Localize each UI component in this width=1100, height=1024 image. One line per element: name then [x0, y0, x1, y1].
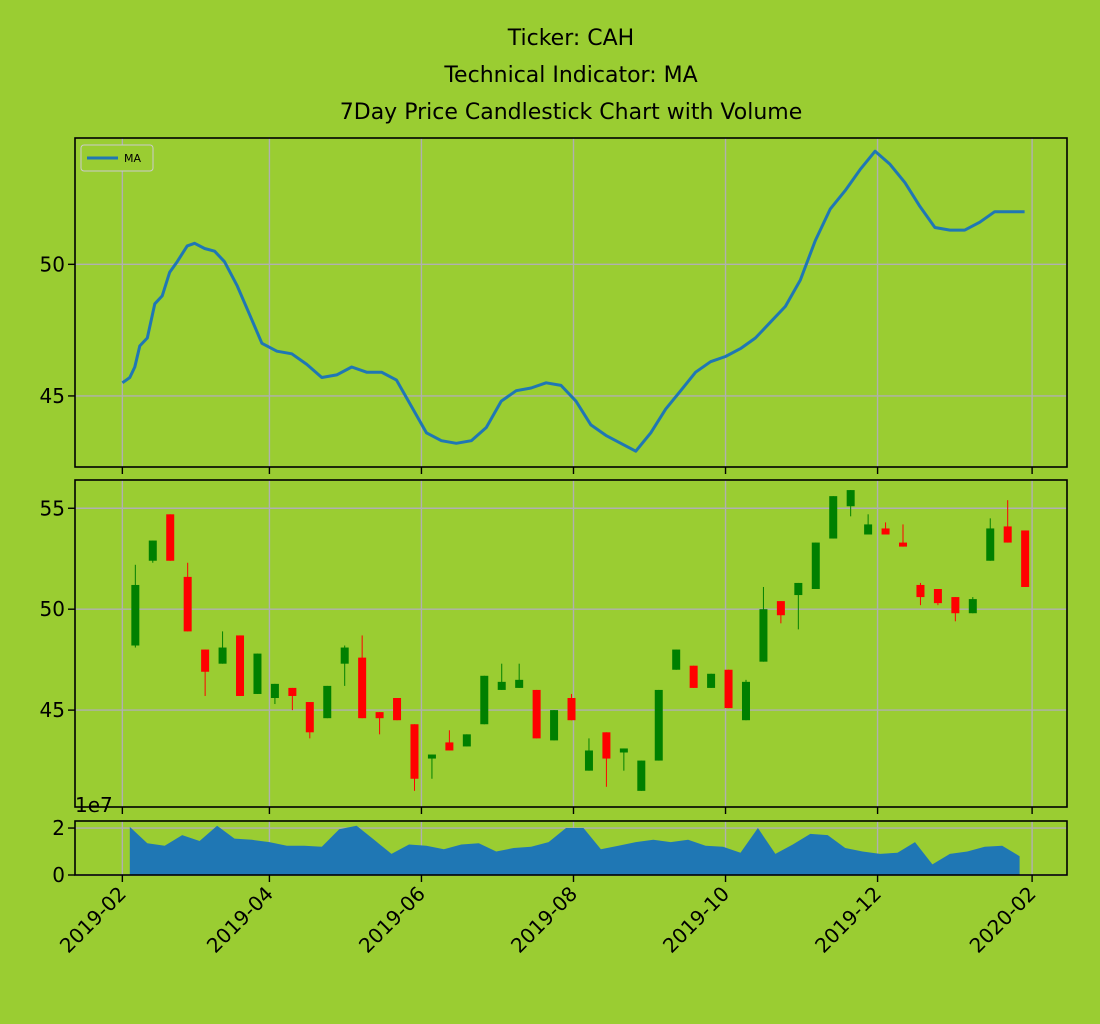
x-tick-label: 2020-02	[965, 882, 1041, 958]
candle-body	[899, 542, 908, 547]
panel-frame	[74, 137, 1068, 468]
y-tick-label: 0	[52, 863, 65, 887]
y-tick-label: 55	[40, 496, 65, 520]
candle-body	[881, 528, 890, 535]
volume-offset-label: 1e7	[75, 793, 113, 817]
ma-legend: MA	[80, 144, 154, 172]
ma-line	[121, 149, 1025, 453]
candle-body	[427, 754, 436, 759]
y-tick-label: 45	[40, 384, 65, 408]
candle-body	[515, 679, 524, 688]
candle-body	[654, 689, 663, 761]
candle-body	[811, 542, 820, 589]
candle-body	[584, 750, 593, 771]
panel-frame	[74, 820, 1068, 876]
candle-body	[1021, 530, 1030, 587]
x-tick-label: 2019-10	[658, 882, 734, 958]
candle-body	[480, 675, 489, 725]
candle-body	[166, 514, 175, 561]
candle-body	[672, 649, 681, 670]
panel-frame	[74, 479, 1068, 808]
candle-body	[550, 710, 559, 741]
candle-body	[916, 584, 925, 598]
legend-label-ma: MA	[124, 152, 141, 165]
candle-body	[270, 683, 279, 698]
candle-body	[218, 647, 227, 664]
candle-body	[148, 540, 157, 561]
x-tick-label: 2019-06	[354, 882, 430, 958]
candle-body	[759, 609, 768, 662]
x-tick-label: 2019-02	[55, 882, 131, 958]
x-tick-label: 2019-08	[506, 882, 582, 958]
chart-title-line-1: Ticker: CAH	[507, 26, 634, 51]
candle-body	[323, 685, 332, 719]
candle-body	[497, 681, 506, 690]
candle-body	[462, 734, 471, 747]
candle-body	[532, 689, 541, 739]
candle-body	[445, 742, 454, 751]
candle-body	[131, 584, 140, 646]
candle-body	[776, 601, 785, 616]
candle-body	[288, 687, 297, 696]
candle-body	[707, 673, 716, 688]
candle-body	[375, 712, 384, 719]
candle-body	[358, 657, 367, 719]
candle-body	[741, 681, 750, 721]
candle-body	[1003, 526, 1012, 543]
candle-body	[689, 665, 698, 688]
candle-body	[951, 597, 960, 614]
candle-body	[410, 724, 419, 779]
candle-body	[864, 524, 873, 535]
x-tick-label: 2019-04	[202, 882, 278, 958]
candle-body	[986, 528, 995, 561]
candle-body	[724, 669, 733, 709]
y-tick-label: 50	[40, 252, 65, 276]
candle-body	[567, 698, 576, 721]
chart-title-line-3: 7Day Price Candlestick Chart with Volume	[340, 100, 802, 125]
x-tick-label: 2019-12	[810, 882, 886, 958]
candle-body	[201, 649, 210, 672]
candle-body	[829, 496, 838, 539]
candle-body	[846, 490, 855, 507]
candle-body	[968, 599, 977, 614]
candle-body	[619, 748, 628, 753]
y-tick-label: 50	[40, 597, 65, 621]
candle-body	[933, 589, 942, 604]
candle-body	[637, 760, 646, 791]
y-tick-label: 2	[52, 816, 65, 840]
volume-area	[129, 825, 1020, 875]
candle-body	[340, 647, 349, 664]
candle-body	[236, 635, 245, 696]
candle-body	[253, 653, 262, 694]
candle-body	[602, 732, 611, 759]
y-tick-label: 45	[40, 698, 65, 722]
candle-body	[183, 576, 192, 632]
candle-body	[794, 582, 803, 596]
candle-body	[305, 702, 314, 733]
chart-title-line-2: Technical Indicator: MA	[443, 63, 697, 88]
candle-body	[393, 698, 402, 721]
